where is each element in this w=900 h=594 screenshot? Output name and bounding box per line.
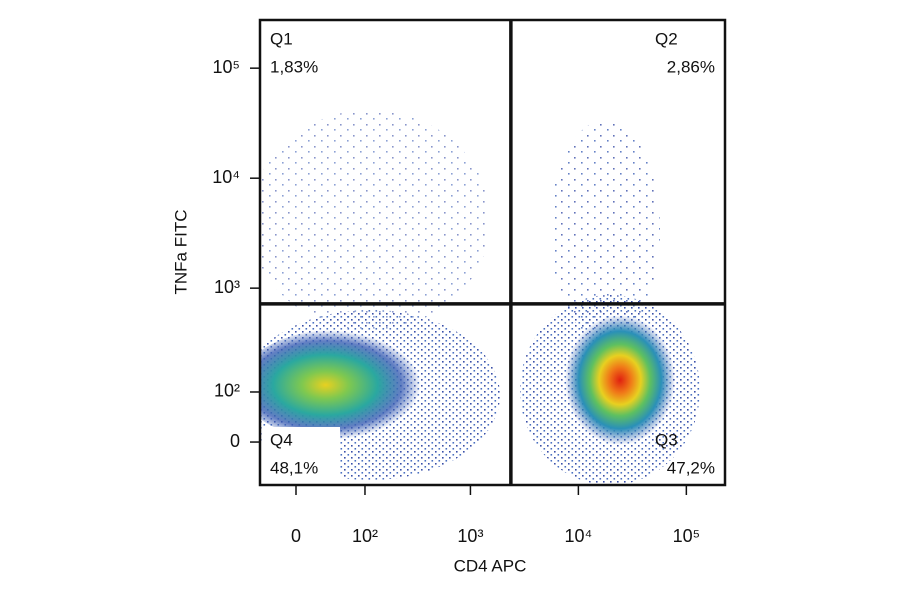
x-tick-label: 10⁴ [564, 526, 592, 546]
y-tick-label: 10³ [214, 277, 240, 297]
y-tick-label: 10² [214, 381, 240, 401]
y-tick-label: 0 [230, 431, 240, 451]
label-backdrop [262, 427, 340, 485]
y-tick-label: 10⁴ [212, 167, 240, 187]
x-tick-label: 0 [291, 526, 301, 546]
x-tick-label: 10² [352, 526, 378, 546]
quadrant-percent: 47,2% [667, 458, 715, 477]
y-tick-label: 10⁵ [213, 57, 240, 77]
quadrant-name: Q2 [655, 29, 678, 48]
y-axis-label: TNFa FITC [171, 210, 190, 295]
quadrant-percent: 2,86% [667, 57, 715, 76]
x-tick-label: 10⁵ [673, 526, 700, 546]
x-tick-label: 10³ [457, 526, 483, 546]
quadrant-name: Q4 [270, 430, 293, 449]
quadrant-name: Q1 [270, 29, 293, 48]
x-axis-label: CD4 APC [454, 556, 527, 575]
quadrant-name: Q3 [655, 430, 678, 449]
quadrant-percent: 1,83% [270, 57, 318, 76]
quadrant-percent: 48,1% [270, 458, 318, 477]
plot-frame [258, 18, 727, 487]
